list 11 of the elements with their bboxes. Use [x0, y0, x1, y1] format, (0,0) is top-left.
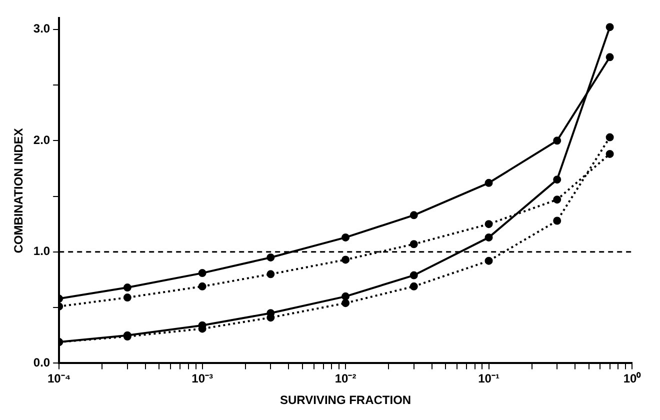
y-axis-title: COMBINATION INDEX [12, 128, 26, 254]
y-tick-label: 1.0 [33, 244, 50, 258]
x-tick-label: 10⁻³ [192, 372, 213, 386]
x-tick-label: 10⁻² [334, 372, 356, 386]
x-tick-label: 10⁰ [623, 372, 642, 386]
x-axis-title: SURVIVING FRACTION [280, 393, 412, 408]
x-tick-label: 10⁻¹ [478, 372, 500, 386]
x-tick-label: 10⁻⁴ [47, 372, 71, 386]
y-tick-label: 0.0 [33, 356, 50, 370]
y-tick-label: 2.0 [33, 132, 50, 147]
y-tick-label: 3.0 [33, 22, 50, 36]
